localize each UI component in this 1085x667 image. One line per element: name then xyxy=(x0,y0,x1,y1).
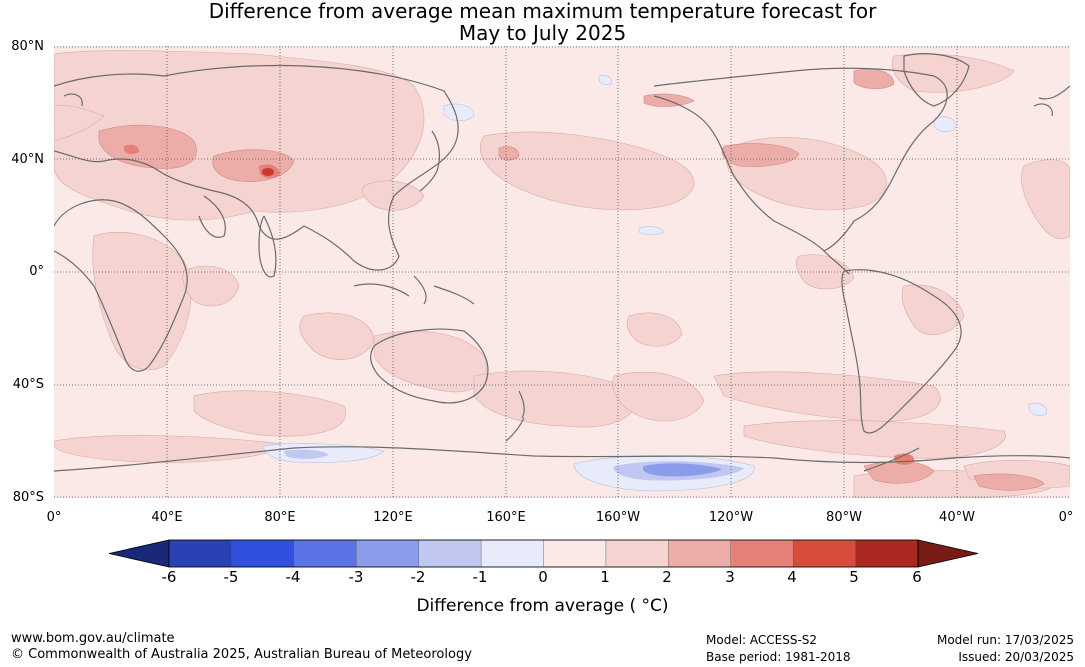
lon-label-160w: 160°W xyxy=(595,510,641,525)
lon-label-160e: 160°E xyxy=(486,510,526,525)
cbar-tick-label: 6 xyxy=(912,568,922,586)
colorbar-segment xyxy=(730,539,794,568)
colorbar-segment xyxy=(356,539,420,568)
lon-label-120w: 120°W xyxy=(708,510,754,525)
cbar-tick-label: 2 xyxy=(662,568,672,586)
title-line-2: May to July 2025 xyxy=(458,21,627,45)
colorbar-segment xyxy=(168,539,233,568)
lat-label-40s: 40°S xyxy=(12,377,44,392)
colorbar-segment xyxy=(418,539,482,568)
cbar-tick-label: -3 xyxy=(348,568,364,586)
colorbar-title: Difference from average ( °C) xyxy=(416,596,669,616)
lon-label-40w: 40°W xyxy=(939,510,975,525)
colorbar-segment xyxy=(293,539,357,568)
lon-label-80w: 80°W xyxy=(826,510,862,525)
lon-label-0-right: 0° xyxy=(1058,510,1074,525)
footer-run-info: Model run: 17/03/2025 Issued: 20/03/2025 xyxy=(937,632,1074,666)
footer-issued: Issued: 20/03/2025 xyxy=(958,650,1074,664)
colorbar-extend-low xyxy=(108,539,170,568)
colorbar-segment xyxy=(668,539,732,568)
cbar-tick-label: -2 xyxy=(410,568,426,586)
lon-label-120e: 120°E xyxy=(373,510,413,525)
cbar-tick-label: -5 xyxy=(223,568,239,586)
colorbar-segment xyxy=(792,539,857,568)
cbar-tick-label: 5 xyxy=(849,568,859,586)
colorbar-segment xyxy=(855,539,919,568)
colorbar-extend-high xyxy=(917,539,979,568)
forecast-map xyxy=(53,46,1071,499)
cbar-tick-label: -4 xyxy=(285,568,301,586)
colorbar-segment xyxy=(543,539,607,568)
lat-label-40n: 40°N xyxy=(11,152,44,167)
graticule xyxy=(54,46,1070,498)
lat-label-80s: 80°S xyxy=(12,490,44,505)
coastlines xyxy=(53,53,1071,472)
footer-copyright: © Commonwealth of Australia 2025, Austra… xyxy=(11,647,472,662)
colorbar-outline xyxy=(168,539,919,568)
cbar-tick-label: 4 xyxy=(787,568,797,586)
map-canvas xyxy=(53,46,1071,499)
colorbar-segment xyxy=(480,539,545,568)
title-line-1: Difference from average mean maximum tem… xyxy=(208,0,877,23)
footer-base-period: Base period: 1981-2018 xyxy=(706,650,851,664)
lat-label-80n: 80°N xyxy=(11,39,44,54)
colorbar xyxy=(108,539,979,568)
lon-label-40e: 40°E xyxy=(151,510,183,525)
footer-model-run: Model run: 17/03/2025 xyxy=(936,633,1074,647)
footer-credits: www.bom.gov.au/climate © Commonwealth of… xyxy=(11,631,472,663)
cbar-tick-label: 0 xyxy=(538,568,548,586)
anomaly-neg3-neg2-regions xyxy=(642,463,722,477)
lon-label-80e: 80°E xyxy=(264,510,296,525)
map-title: Difference from average mean maximum tem… xyxy=(0,0,1085,44)
colorbar-segment xyxy=(605,539,670,568)
lon-label-0-left: 0° xyxy=(46,510,62,525)
cbar-tick-label: 3 xyxy=(725,568,735,586)
cbar-tick-label: -6 xyxy=(161,568,177,586)
footer-model-info: Model: ACCESS-S2 Base period: 1981-2018 xyxy=(706,632,851,666)
footer-website: www.bom.gov.au/climate xyxy=(11,631,175,646)
anomaly-4-5-regions xyxy=(262,168,274,176)
colorbar-segment xyxy=(231,539,295,568)
lat-label-0: 0° xyxy=(29,264,44,279)
cbar-tick-label: -1 xyxy=(472,568,488,586)
cbar-tick-label: 1 xyxy=(600,568,610,586)
footer-model: Model: ACCESS-S2 xyxy=(706,633,818,647)
colorbar-segments xyxy=(108,539,979,568)
